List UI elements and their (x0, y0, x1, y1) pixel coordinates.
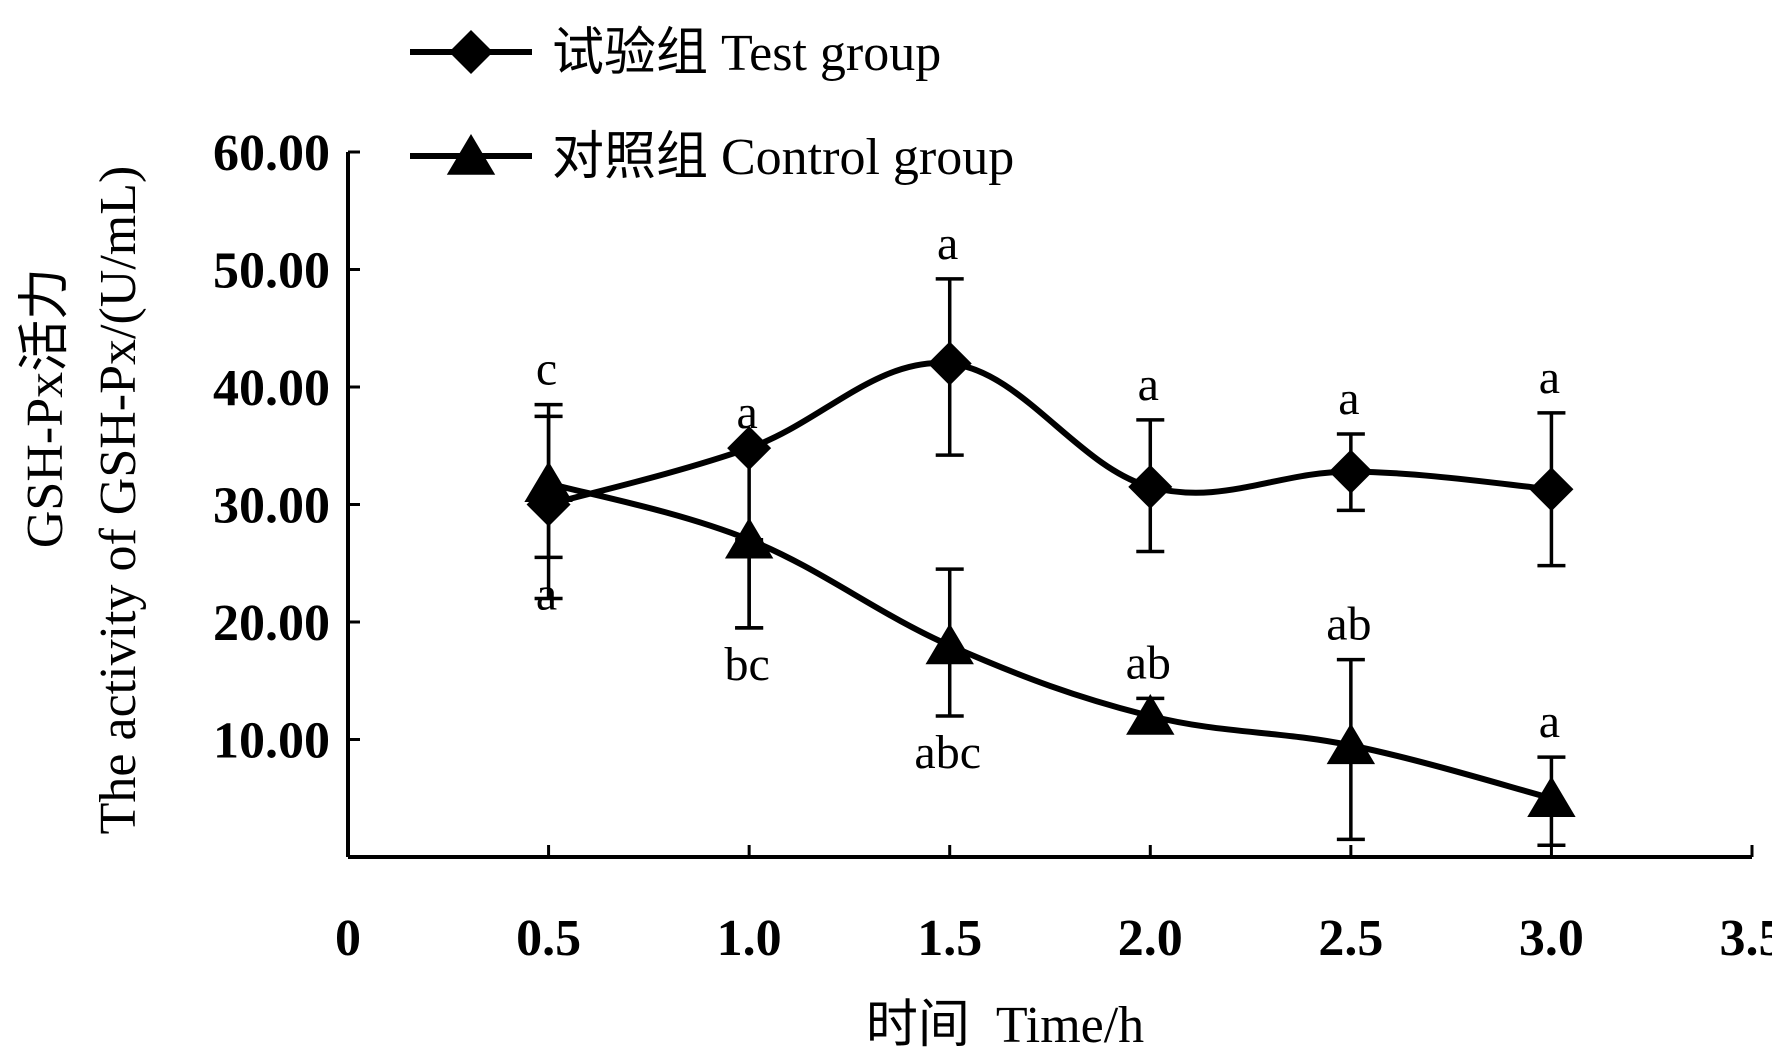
significance-label: c (536, 343, 557, 396)
triangle-marker (524, 461, 572, 502)
x-axis-title: 时间 Time/h (866, 997, 1144, 1054)
diamond-marker (928, 342, 972, 386)
y-axis-title-chinese: GSH-Px活力 (17, 268, 74, 548)
significance-label: ab (1126, 636, 1171, 689)
y-tick-label: 20.00 (213, 595, 330, 652)
triangle-marker (725, 518, 773, 559)
diamond-marker (1329, 450, 1373, 494)
legend: 试验组 Test group 对照组 Control group (410, 25, 1014, 186)
significance-label: bc (724, 638, 769, 691)
y-tick-label: 40.00 (213, 360, 330, 417)
y-tick-label: 50.00 (213, 243, 330, 300)
significance-label: a (937, 217, 958, 270)
series-control-group (524, 416, 1575, 845)
triangle-marker (926, 624, 974, 665)
y-axis-title-english: The activity of GSH-Px/(U/mL) (90, 166, 147, 835)
significance-label: a (536, 567, 557, 620)
x-tick-label: 1.0 (717, 910, 782, 967)
series-line (549, 483, 1552, 798)
x-tick-label: 3.5 (1720, 910, 1772, 967)
x-tick-label: 0 (335, 910, 361, 967)
series-layer (524, 279, 1575, 845)
axes: 0 0.5 1.0 1.5 2.0 2.5 3.0 3.5 10.00 20.00 30.00 40.… (213, 125, 1772, 967)
legend-item-control-group: 对照组 Control group (410, 129, 1014, 186)
diamond-marker (449, 30, 493, 74)
legend-item-test-group: 试验组 Test group (410, 25, 941, 82)
significance-label: a (1338, 372, 1359, 425)
y-tick-label: 10.00 (213, 713, 330, 770)
series-line (549, 363, 1552, 505)
x-tick-label: 3.0 (1519, 910, 1584, 967)
y-tick-label: 30.00 (213, 478, 330, 535)
x-tick-label: 2.0 (1118, 910, 1183, 967)
significance-label: a (1539, 351, 1560, 404)
legend-label: 试验组 Test group (552, 25, 941, 82)
x-tick-label: 0.5 (516, 910, 581, 967)
series-test-group (527, 279, 1574, 628)
x-tick-label: 1.5 (917, 910, 982, 967)
y-tick-label: 60.00 (213, 125, 330, 182)
diamond-marker (1128, 465, 1172, 509)
significance-label: a (1138, 358, 1159, 411)
significance-label: ab (1326, 598, 1371, 651)
significance-label: abc (914, 726, 981, 779)
significance-label: a (736, 386, 757, 439)
diamond-marker (1529, 467, 1573, 511)
legend-label: 对照组 Control group (552, 129, 1014, 186)
significance-label: a (1539, 695, 1560, 748)
x-tick-label: 2.5 (1318, 910, 1383, 967)
